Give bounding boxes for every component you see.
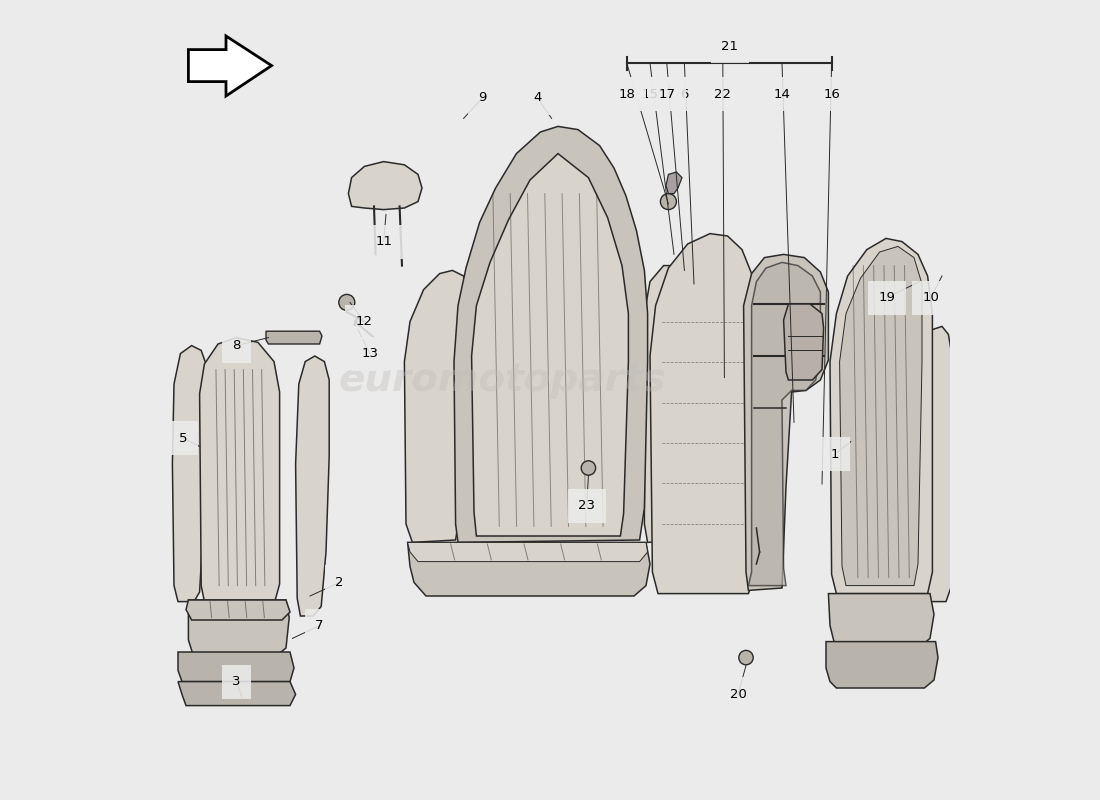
- Polygon shape: [839, 246, 922, 586]
- Text: euromotoparts: euromotoparts: [339, 361, 666, 399]
- Text: 14: 14: [773, 88, 791, 101]
- Polygon shape: [783, 304, 824, 380]
- Polygon shape: [828, 594, 934, 650]
- Polygon shape: [666, 172, 682, 194]
- Text: 1: 1: [830, 448, 839, 461]
- Text: 8: 8: [232, 339, 241, 352]
- Polygon shape: [266, 331, 322, 344]
- Text: 23: 23: [579, 499, 595, 512]
- Polygon shape: [408, 542, 648, 562]
- Polygon shape: [188, 600, 289, 658]
- Circle shape: [660, 194, 676, 210]
- Polygon shape: [826, 642, 938, 688]
- Text: 15: 15: [641, 88, 659, 101]
- Text: 10: 10: [923, 291, 939, 304]
- Text: 5: 5: [179, 432, 188, 445]
- Polygon shape: [186, 600, 290, 620]
- Text: 9: 9: [478, 91, 487, 104]
- Text: 20: 20: [729, 688, 747, 701]
- Text: 22: 22: [714, 88, 732, 101]
- Text: 7: 7: [316, 619, 323, 632]
- Polygon shape: [650, 234, 757, 594]
- Polygon shape: [188, 36, 272, 96]
- Polygon shape: [472, 154, 628, 536]
- Polygon shape: [178, 652, 294, 682]
- Text: 3: 3: [232, 675, 241, 688]
- Polygon shape: [454, 126, 648, 542]
- Polygon shape: [830, 238, 933, 594]
- Text: 13: 13: [362, 347, 378, 360]
- Polygon shape: [744, 254, 828, 590]
- Text: 18: 18: [618, 88, 635, 101]
- Text: 12: 12: [356, 315, 373, 328]
- Polygon shape: [405, 270, 469, 542]
- Text: 17: 17: [658, 88, 675, 101]
- Circle shape: [581, 461, 595, 475]
- Text: 6: 6: [680, 88, 689, 101]
- Polygon shape: [296, 356, 329, 616]
- Polygon shape: [349, 162, 422, 210]
- Text: 16: 16: [823, 88, 840, 101]
- Text: 2: 2: [336, 576, 344, 589]
- Polygon shape: [922, 326, 952, 602]
- Polygon shape: [173, 346, 208, 602]
- Polygon shape: [748, 262, 821, 586]
- Polygon shape: [199, 338, 279, 602]
- Text: 4: 4: [534, 91, 541, 104]
- Polygon shape: [178, 682, 296, 706]
- Text: 21: 21: [722, 40, 738, 53]
- Circle shape: [339, 294, 355, 310]
- Polygon shape: [408, 542, 650, 596]
- Text: 11: 11: [375, 235, 392, 248]
- Polygon shape: [645, 266, 692, 542]
- Text: 19: 19: [879, 291, 895, 304]
- Circle shape: [739, 650, 754, 665]
